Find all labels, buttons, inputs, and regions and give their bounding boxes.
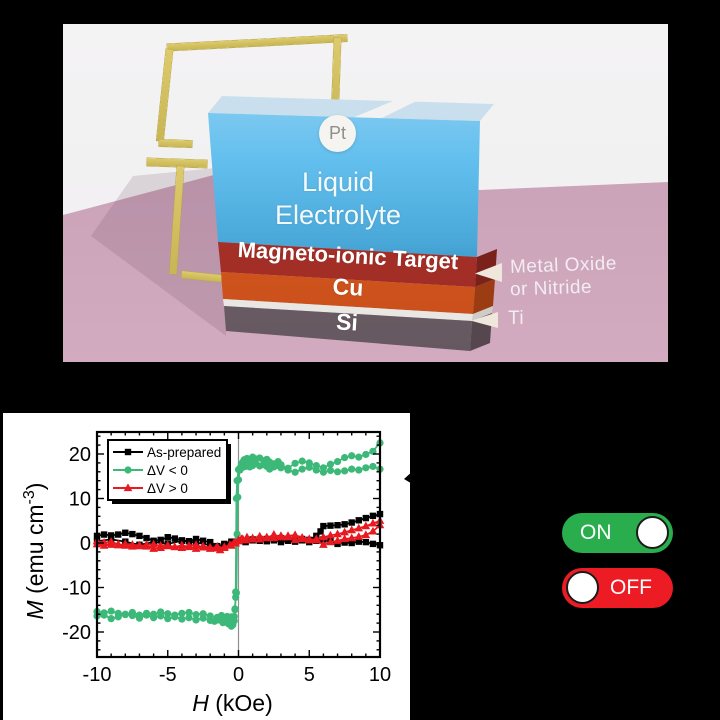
svg-text:0: 0 <box>233 664 244 686</box>
svg-text:-10: -10 <box>62 578 91 600</box>
svg-text:-10: -10 <box>83 664 112 686</box>
svg-text:0: 0 <box>80 533 91 555</box>
off-toggle-label: OFF <box>610 576 652 599</box>
svg-text:As-prepared: As-prepared <box>147 445 221 460</box>
metal-oxide-label-line1: Metal Oxide <box>509 253 618 278</box>
wire-top <box>167 34 348 51</box>
pt-label: Pt <box>328 123 346 143</box>
cu-side <box>473 279 495 314</box>
svg-text:ΔV > 0: ΔV > 0 <box>147 481 188 496</box>
chart-canvas: -10 -5 0 5 10 -20 -10 0 10 20 H (kOe) M (emu cm-3) A… <box>21 430 391 716</box>
off-toggle[interactable]: OFF <box>562 568 673 608</box>
battery-plate-short <box>158 139 193 148</box>
on-toggle[interactable]: ON <box>562 513 673 553</box>
metal-oxide-label-line2: or Nitride <box>509 276 593 301</box>
svg-text:20: 20 <box>69 444 91 466</box>
device-diagram: Pt Liquid Electrolyte Magneto-ionic Targ… <box>63 24 668 362</box>
liquid-electrolyte-label: Liquid Electrolyte <box>274 167 402 230</box>
on-toggle-label: ON <box>580 521 612 544</box>
clipped-glyph-mark <box>404 470 414 485</box>
series-ΔV > 0 <box>92 516 385 554</box>
on-toggle-knob[interactable] <box>636 516 669 549</box>
svg-text:-20: -20 <box>62 622 91 644</box>
svg-text:H (kOe): H (kOe) <box>192 690 273 716</box>
magnetization-chart: -10 -5 0 5 10 -20 -10 0 10 20 H (kOe) M (emu cm-3) A… <box>3 413 410 720</box>
pt-electrode: Pt <box>319 115 356 152</box>
svg-text:10: 10 <box>369 664 391 686</box>
svg-text:5: 5 <box>304 664 315 686</box>
svg-text:M (emu cm-3): M (emu cm-3) <box>21 483 48 620</box>
svg-text:ΔV < 0: ΔV < 0 <box>147 463 188 478</box>
series-ΔV < 0 <box>93 439 384 630</box>
ti-annotation-label: Ti <box>508 308 525 329</box>
off-toggle-knob[interactable] <box>566 571 599 604</box>
svg-text:-5: -5 <box>159 664 177 686</box>
wire-left-vertical <box>156 49 173 142</box>
svg-text:10: 10 <box>69 489 91 511</box>
